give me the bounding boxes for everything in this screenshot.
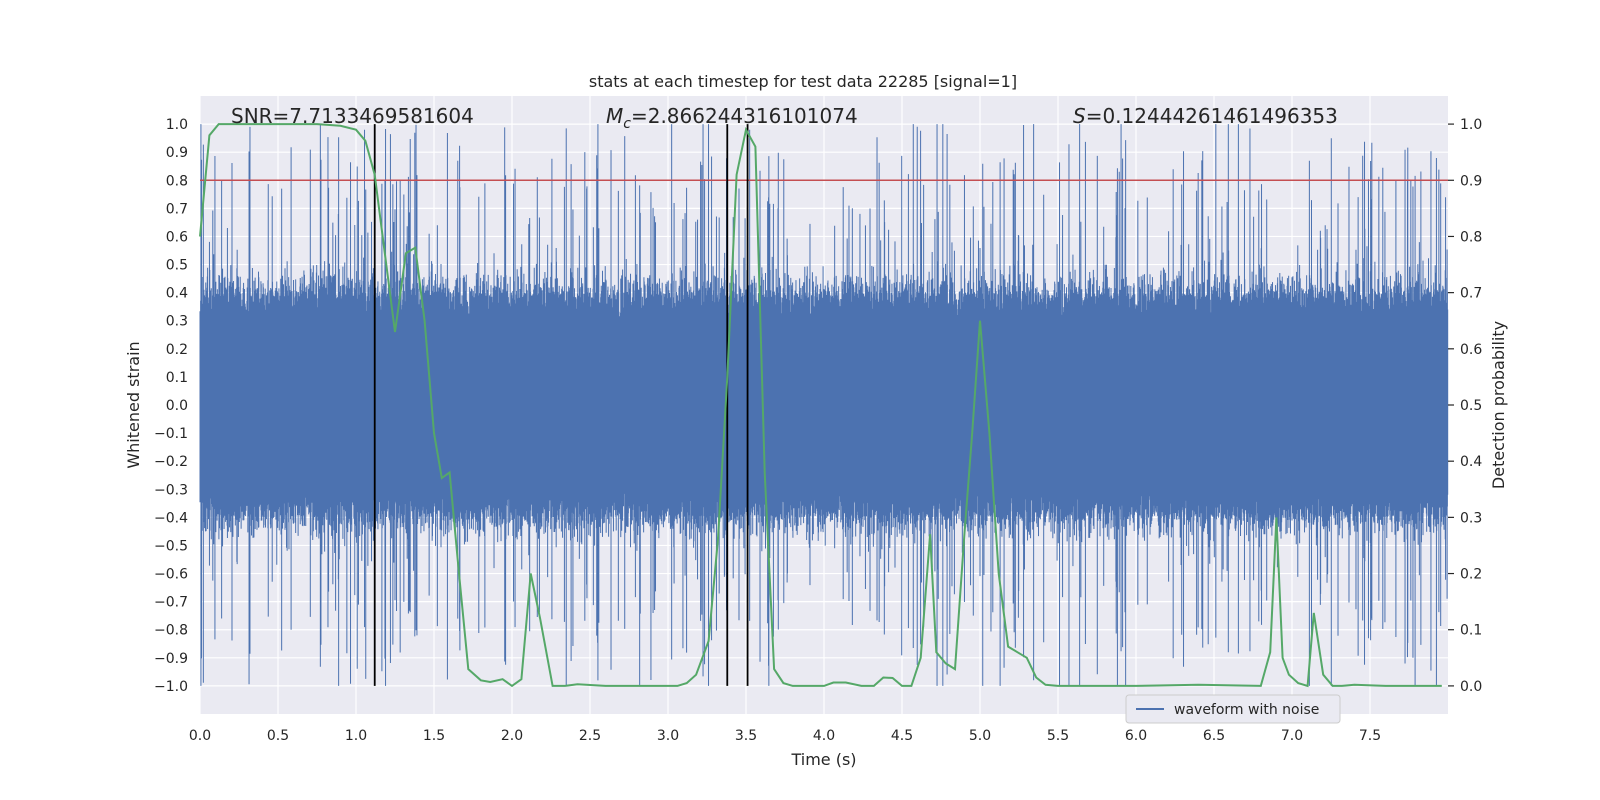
y-left-tick-label: −0.9	[154, 651, 188, 667]
x-axis-ticks: 0.0 0.5 1.0 1.5 2.0 2.5 3.0 3.5 4.0 4.5 5.0 5.5 6.0 6…	[189, 728, 1381, 744]
y-left-tick-label: 0.7	[166, 201, 188, 217]
y-right-tick-label: 0.4	[1460, 454, 1482, 470]
x-tick-label: 2.5	[579, 728, 601, 744]
y-left-tick-label: 0.9	[166, 145, 188, 161]
s-value: =0.12444261461496353	[1086, 104, 1338, 128]
x-tick-label: 4.5	[891, 728, 913, 744]
x-tick-label: 3.5	[735, 728, 757, 744]
y-left-tick-label: 0.1	[166, 370, 188, 386]
x-tick-label: 7.5	[1359, 728, 1381, 744]
y-left-tick-label: 0.6	[166, 229, 188, 245]
y-axis-right-label: Detection probability	[1489, 321, 1508, 489]
y-left-tick-label: 0.5	[166, 258, 188, 274]
legend-label: waveform with noise	[1174, 702, 1319, 718]
x-tick-label: 6.0	[1125, 728, 1147, 744]
detection-probability-line	[199, 123, 1442, 688]
legend-box	[1125, 694, 1341, 724]
chirp-mass-value: =2.866244316101074	[631, 104, 858, 128]
y-left-tick-label: −0.1	[154, 426, 188, 442]
legend: waveform with noise	[1125, 694, 1341, 724]
y-left-tick-label: −0.2	[154, 454, 188, 470]
y-axis-left-ticks: 1.0 0.9 0.8 0.7 0.6 0.5 0.4 0.3 0.2 0.1 0.0 −0.1 −0.…	[154, 117, 188, 695]
x-tick-label: 1.5	[423, 728, 445, 744]
x-tick-label: 0.5	[267, 728, 289, 744]
s-annotation: S=0.12444261461496353	[1073, 104, 1338, 128]
y-left-tick-label: −0.3	[154, 482, 188, 498]
x-tick-label: 0.0	[189, 728, 211, 744]
chart-title: stats at each timestep for test data 222…	[589, 72, 1017, 91]
y-right-tick-label: 1.0	[1460, 117, 1482, 133]
y-axis-right-ticks: 1.0 0.9 0.8 0.7 0.6 0.5 0.4 0.3 0.2 0.1 0.0	[1448, 117, 1482, 695]
x-tick-label: 7.0	[1281, 728, 1303, 744]
y-left-tick-label: 0.8	[166, 173, 188, 189]
chirp-mass-subscript: c	[623, 116, 631, 132]
chirp-mass-annotation: Mc=2.866244316101074	[606, 104, 858, 132]
y-left-tick-label: 0.4	[166, 286, 188, 302]
y-right-tick-label: 0.2	[1460, 567, 1482, 583]
y-right-tick-label: 0.7	[1460, 286, 1482, 302]
y-left-tick-label: −0.8	[154, 623, 188, 639]
y-right-tick-label: 0.5	[1460, 398, 1482, 414]
x-tick-label: 5.0	[969, 728, 991, 744]
y-axis-left-label: Whitened strain	[124, 341, 143, 468]
y-left-tick-label: −0.5	[154, 538, 188, 554]
y-left-tick-label: 0.2	[166, 342, 188, 358]
y-left-tick-label: −0.4	[154, 510, 188, 526]
x-tick-label: 4.0	[813, 728, 835, 744]
event-marker-lines	[373, 124, 749, 686]
y-left-tick-label: 0.3	[166, 314, 188, 330]
snr-annotation: SNR=7.7133469581604	[231, 104, 474, 128]
x-tick-label: 2.0	[501, 728, 523, 744]
x-tick-label: 1.0	[345, 728, 367, 744]
y-left-tick-label: 0.0	[166, 398, 188, 414]
y-right-tick-label: 0.8	[1460, 229, 1482, 245]
waveform-trace	[199, 124, 1449, 686]
x-tick-label: 5.5	[1047, 728, 1069, 744]
y-left-tick-label: 1.0	[166, 117, 188, 133]
x-tick-label: 6.5	[1203, 728, 1225, 744]
s-symbol: S	[1073, 104, 1086, 128]
y-left-tick-label: −1.0	[154, 679, 188, 695]
y-left-tick-label: −0.7	[154, 595, 188, 611]
x-tick-label: 3.0	[657, 728, 679, 744]
y-right-tick-label: 0.9	[1460, 173, 1482, 189]
chirp-mass-symbol: M	[606, 104, 623, 128]
y-right-tick-label: 0.3	[1460, 510, 1482, 526]
x-axis-label: Time (s)	[790, 750, 856, 769]
y-right-tick-label: 0.6	[1460, 342, 1482, 358]
waveform-series	[199, 124, 1449, 686]
y-right-tick-label: 0.1	[1460, 623, 1482, 639]
y-left-tick-label: −0.6	[154, 567, 188, 583]
y-right-tick-label: 0.0	[1460, 679, 1482, 695]
